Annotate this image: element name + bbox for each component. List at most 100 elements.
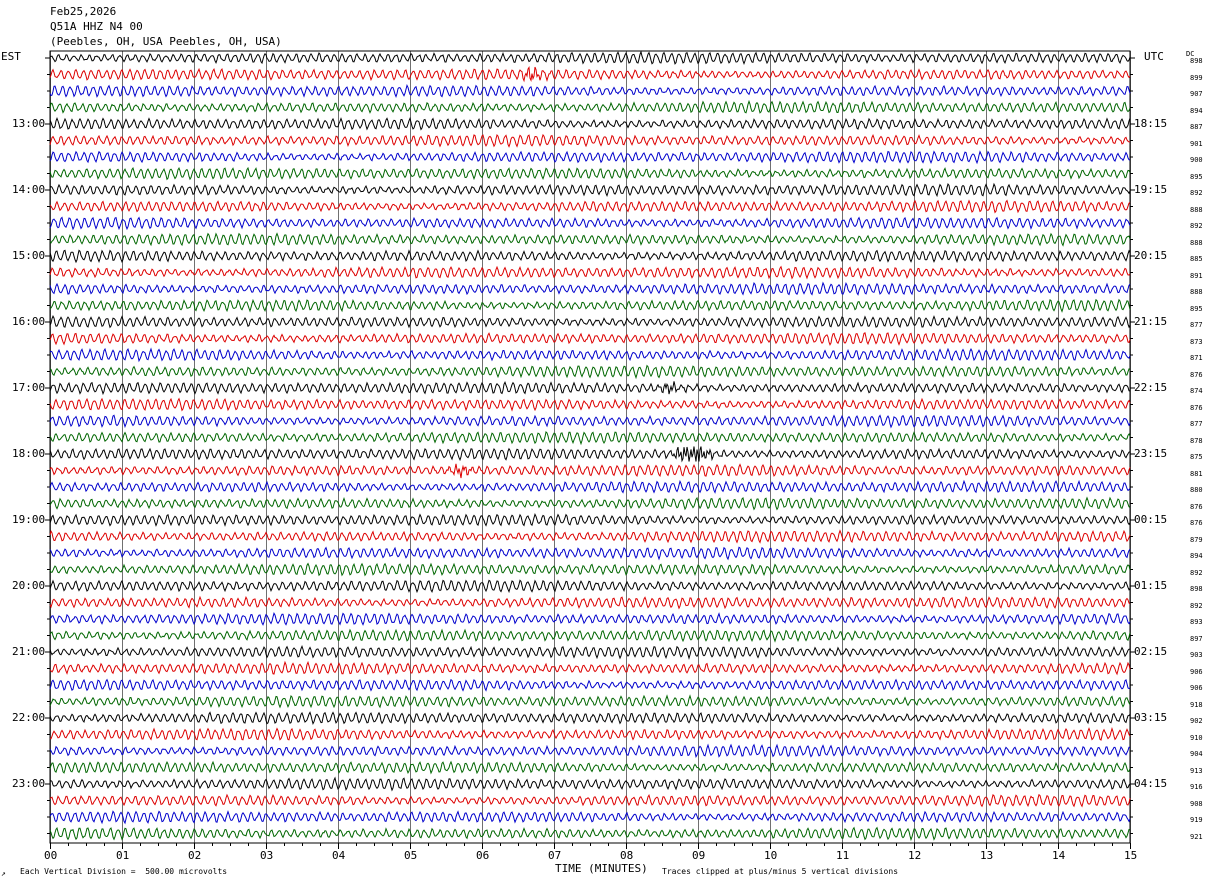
trace-row-44 <box>49 776 1131 792</box>
trace-row-15 <box>49 298 1131 313</box>
trace-row-28 <box>49 513 1131 527</box>
dc-value: 901 <box>1190 139 1203 148</box>
trace-row-24 <box>49 446 1131 463</box>
dc-value: 897 <box>1190 634 1203 643</box>
trace-row-32 <box>49 579 1131 594</box>
dc-value: 879 <box>1190 535 1203 544</box>
trace-row-40 <box>49 711 1131 725</box>
dc-value: 873 <box>1190 337 1203 346</box>
dc-value: 881 <box>1190 469 1203 478</box>
right-hour-label: 04:15 <box>1134 777 1168 790</box>
trace-row-37 <box>49 660 1131 676</box>
x-tick-label: 10 <box>764 849 778 862</box>
dc-value: 877 <box>1190 420 1203 428</box>
trace-row-26 <box>49 479 1131 494</box>
trace-row-30 <box>49 546 1131 561</box>
x-tick-label: 11 <box>836 849 850 862</box>
right-hour-label: 21:15 <box>1134 315 1168 328</box>
trace-row-19 <box>49 364 1131 380</box>
dc-value: 887 <box>1190 123 1203 131</box>
dc-value: 875 <box>1190 453 1203 461</box>
dc-value: 888 <box>1190 288 1203 296</box>
left-hour-label: 19:00 <box>12 513 46 526</box>
x-tick-label: 00 <box>44 849 58 862</box>
right-hour-label: 00:15 <box>1134 513 1168 526</box>
left-hour-label: 15:00 <box>12 249 46 262</box>
trace-row-47 <box>49 826 1131 842</box>
dc-value: 885 <box>1190 255 1203 263</box>
left-timezone: EST <box>1 50 21 63</box>
trace-row-45 <box>49 793 1131 808</box>
dc-value: 898 <box>1190 585 1203 593</box>
trace-row-16 <box>49 315 1131 329</box>
trace-row-4 <box>49 116 1131 131</box>
dc-value: 894 <box>1190 552 1203 560</box>
dc-value: 876 <box>1190 403 1203 412</box>
dc-value: 904 <box>1190 750 1203 758</box>
dc-value: 892 <box>1190 189 1203 197</box>
x-tick-label: 08 <box>620 849 634 862</box>
dc-value: 899 <box>1190 73 1203 82</box>
trace-row-6 <box>49 150 1131 165</box>
x-tick-label: 05 <box>404 849 418 862</box>
trace-row-34 <box>49 611 1131 626</box>
dc-value: 876 <box>1190 519 1203 527</box>
dc-value: 902 <box>1190 717 1203 725</box>
dc-value: 876 <box>1190 370 1203 379</box>
right-timezone: UTC <box>1144 50 1164 63</box>
dc-value: 921 <box>1190 832 1203 841</box>
x-tick-label: 09 <box>692 849 706 862</box>
trace-row-43 <box>49 760 1131 775</box>
dc-value: 874 <box>1190 387 1203 395</box>
dc-value: 895 <box>1190 172 1203 181</box>
trace-row-46 <box>49 810 1131 825</box>
right-hour-label: 23:15 <box>1134 447 1168 460</box>
dc-value: 878 <box>1190 436 1203 445</box>
trace-row-1 <box>49 66 1131 83</box>
x-tick-label: 04 <box>332 849 346 862</box>
dc-value: 892 <box>1190 568 1203 577</box>
x-tick-label: 12 <box>908 849 922 862</box>
dc-value: 910 <box>1190 733 1203 742</box>
dc-value: 916 <box>1190 783 1203 791</box>
trace-row-38 <box>49 678 1131 692</box>
dc-value: 907 <box>1190 90 1203 98</box>
trace-row-10 <box>49 216 1131 231</box>
scale-mark-icon: ↗ <box>1 869 6 878</box>
left-hour-label: 18:00 <box>12 447 46 460</box>
dc-value: 913 <box>1190 766 1203 775</box>
dc-value: 898 <box>1190 57 1203 65</box>
dc-value: 888 <box>1190 205 1203 214</box>
trace-row-14 <box>49 281 1131 296</box>
trace-row-42 <box>49 743 1130 759</box>
trace-row-29 <box>49 529 1131 544</box>
dc-value: 895 <box>1190 304 1203 313</box>
right-hour-label: 03:15 <box>1134 711 1168 724</box>
dc-value: 918 <box>1190 700 1203 709</box>
x-tick-label: 03 <box>260 849 274 862</box>
dc-label: DC <box>1186 50 1195 58</box>
right-hour-label: 18:15 <box>1134 117 1168 130</box>
left-hour-label: 17:00 <box>12 381 46 394</box>
trace-row-13 <box>49 265 1131 280</box>
division-note: Each Vertical Division = 500.00 microvol… <box>20 867 228 876</box>
trace-row-0 <box>49 50 1131 66</box>
dc-value: 880 <box>1190 486 1203 494</box>
trace-row-27 <box>49 496 1131 511</box>
left-hour-label: 22:00 <box>12 711 46 724</box>
trace-row-39 <box>49 694 1131 709</box>
dc-value: 877 <box>1190 321 1203 329</box>
trace-row-9 <box>49 199 1131 214</box>
trace-row-5 <box>49 133 1131 148</box>
location-label: (Peebles, OH, USA Peebles, OH, USA) <box>50 35 282 48</box>
x-tick-label: 01 <box>116 849 130 862</box>
dc-value: 891 <box>1190 271 1203 280</box>
dc-value: 871 <box>1190 354 1203 362</box>
dc-value: 900 <box>1190 156 1203 164</box>
trace-row-2 <box>49 83 1131 99</box>
right-hour-label: 19:15 <box>1134 183 1168 196</box>
trace-row-12 <box>49 249 1131 264</box>
trace-row-41 <box>49 727 1131 741</box>
left-hour-label: 14:00 <box>12 183 46 196</box>
